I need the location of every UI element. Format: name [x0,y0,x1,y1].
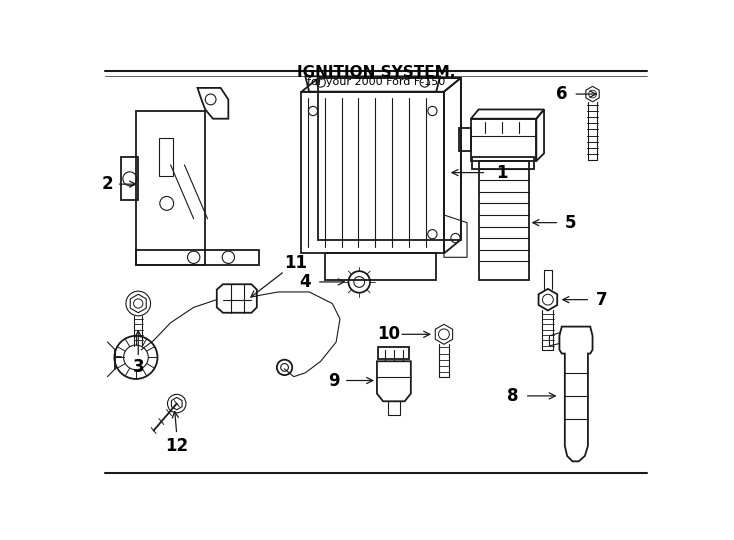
Text: for your 2000 Ford F-150: for your 2000 Ford F-150 [307,77,446,87]
Text: 7: 7 [596,291,608,309]
Text: 12: 12 [165,437,189,455]
Text: 1: 1 [496,164,507,181]
Bar [159,138,173,177]
Text: 4: 4 [299,273,311,291]
Text: IGNITION SYSTEM.: IGNITION SYSTEM. [297,65,455,80]
Text: 9: 9 [328,372,340,389]
Text: 11: 11 [284,254,307,273]
Text: 10: 10 [377,325,400,343]
Text: 2: 2 [101,175,113,193]
Text: 3: 3 [132,357,144,376]
Text: 6: 6 [556,85,567,103]
Text: 5: 5 [565,214,577,232]
Text: 8: 8 [507,387,519,405]
